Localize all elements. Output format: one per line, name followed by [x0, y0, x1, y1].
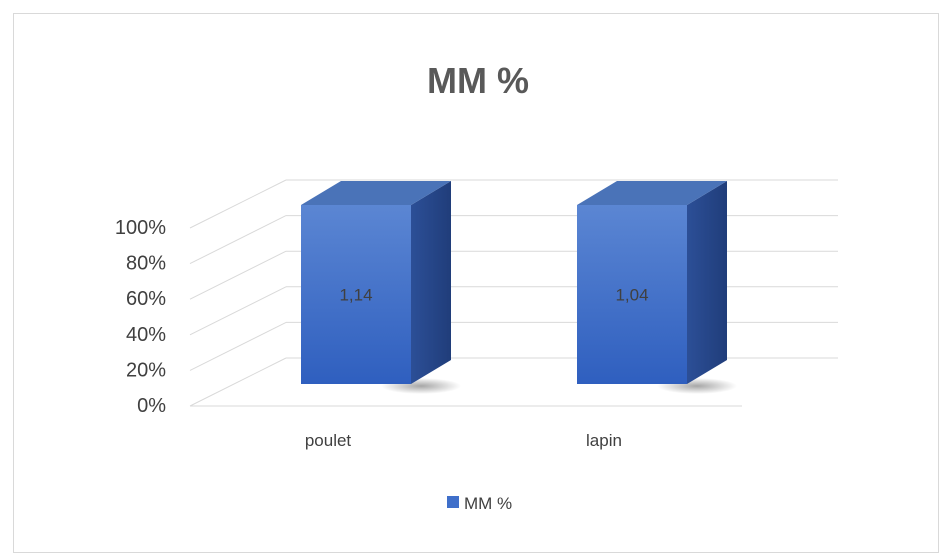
- bar-lapin: 1,04: [577, 181, 737, 394]
- x-category-label: lapin: [586, 431, 622, 450]
- legend-swatch: [447, 496, 459, 508]
- y-tick-label: 80%: [126, 253, 166, 275]
- y-tick-label: 40%: [126, 324, 166, 346]
- y-tick-label: 0%: [137, 395, 166, 417]
- grid: [189, 179, 838, 407]
- y-axis-ticks: 0% 20% 40% 60% 80% 100%: [115, 217, 166, 417]
- bar-front: [577, 205, 687, 384]
- legend: MM %: [447, 494, 512, 513]
- bar-side: [687, 181, 727, 384]
- y-tick-label: 100%: [115, 217, 166, 239]
- x-category-label: poulet: [305, 431, 352, 450]
- bar-side: [411, 181, 451, 384]
- gridline-depth: [189, 286, 287, 336]
- chart-frame: [13, 13, 939, 553]
- data-label: 1,04: [615, 286, 648, 305]
- chart-area: MM % 0% 20% 40% 60% 80% 100% 1,14 1,04 poulet l…: [115, 60, 838, 513]
- y-tick-label: 20%: [126, 359, 166, 381]
- gridline-depth: [189, 321, 287, 371]
- gridline-depth: [189, 250, 287, 300]
- bars: 1,14 1,04: [301, 181, 737, 394]
- bar-top: [301, 181, 451, 205]
- legend-label: MM %: [464, 494, 512, 513]
- x-axis-categories: poulet lapin: [305, 431, 622, 450]
- data-label: 1,14: [339, 286, 372, 305]
- y-tick-label: 60%: [126, 288, 166, 310]
- gridline-depth: [189, 179, 287, 229]
- bar-front: [301, 205, 411, 384]
- gridline-depth: [189, 357, 287, 407]
- bar-top: [577, 181, 727, 205]
- chart-title: MM %: [427, 60, 529, 101]
- gridline-depth: [189, 215, 287, 265]
- bar-poulet: 1,14: [301, 181, 461, 394]
